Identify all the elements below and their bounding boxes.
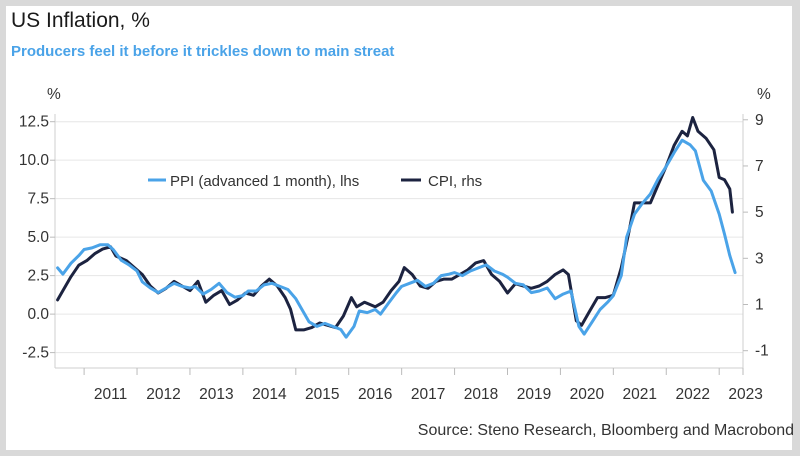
left-axis-unit: % [47,86,61,103]
right-tick-label: 3 [755,250,764,267]
series-ppi-line [56,138,737,339]
left-tick-label: 10.0 [19,152,50,169]
x-tick-label: 2015 [305,386,339,403]
right-tick-label: 5 [755,204,764,221]
chart-card [6,6,792,450]
x-tick-label: 2023 [728,386,762,403]
x-tick-label: 2012 [146,386,180,403]
left-tick-label: 5.0 [27,229,49,246]
chart-subtitle: Producers feel it before it trickles dow… [11,43,395,60]
x-tick-label: 2011 [94,386,127,403]
legend: PPI (advanced 1 month), lhs CPI, rhs [148,173,482,190]
source-note: Source: Steno Research, Bloomberg and Ma… [417,422,794,439]
right-tick-label: -1 [755,343,769,360]
x-tick-label: 2013 [199,386,233,403]
left-tick-label: 12.5 [19,114,49,131]
x-tick-label: 2017 [411,386,445,403]
x-tick-label: 2019 [517,386,551,403]
left-tick-label: 7.5 [27,191,49,208]
x-tick-label: 2018 [464,386,498,403]
x-tick-label: 2014 [252,386,287,403]
x-tick-label: 2021 [623,386,657,403]
right-axis-unit: % [757,86,771,103]
left-tick-label: 2.5 [27,268,49,285]
series-cpi-line [56,116,734,332]
right-tick-label: 9 [755,112,764,129]
legend-label-ppi: PPI (advanced 1 month), lhs [170,173,359,190]
right-tick-label: 1 [755,297,764,314]
x-tick-label: 2016 [358,386,392,403]
chart-title: US Inflation, % [11,9,150,32]
right-tick-label: 7 [755,158,764,175]
x-tick-label: 2020 [570,386,605,403]
legend-label-cpi: CPI, rhs [428,173,482,190]
x-tick-label: 2022 [675,386,709,403]
left-tick-label: 0.0 [27,306,49,323]
left-tick-label: -2.5 [22,345,49,362]
